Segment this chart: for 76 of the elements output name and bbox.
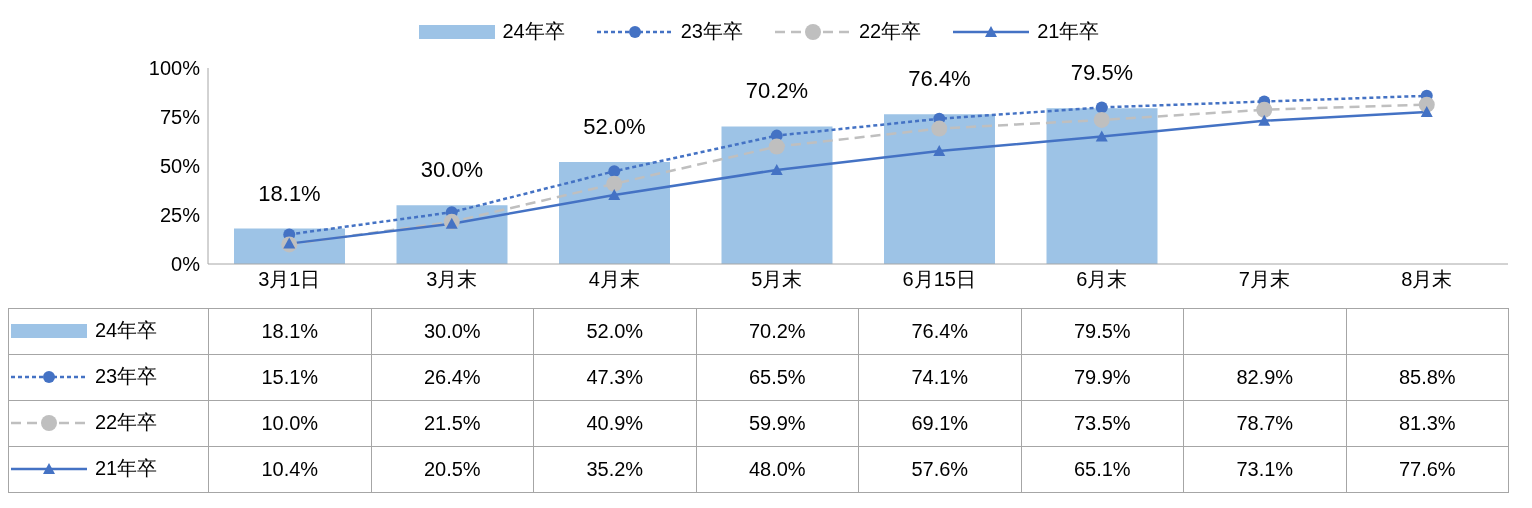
data-label: 52.0%	[533, 308, 696, 355]
point	[606, 175, 623, 192]
x-tick-label: 4月末	[588, 268, 640, 291]
point	[445, 217, 458, 229]
data-label: 69.1%	[858, 400, 1021, 447]
point	[1420, 105, 1433, 117]
data-label: 70.2%	[696, 308, 859, 355]
point	[931, 120, 948, 137]
text: 30.0%	[420, 157, 484, 183]
data-label: 78.7%	[1183, 400, 1346, 447]
data-label: 65.5%	[696, 354, 859, 401]
data-label: 18.1%	[208, 308, 371, 355]
data-label: 79.9%	[1021, 354, 1184, 401]
y-tick-label: 50%	[159, 155, 201, 178]
data-label: 81.3%	[1346, 400, 1509, 447]
data-label: 35.2%	[533, 446, 696, 493]
y-tick-label: 100%	[148, 57, 201, 80]
data-label: 40.9%	[533, 400, 696, 447]
bar	[884, 114, 995, 264]
text: 24年卒	[95, 319, 158, 342]
data-label: 10.4%	[208, 446, 371, 493]
point	[608, 189, 621, 201]
legend-label: 24年卒	[501, 19, 565, 44]
bar	[1046, 108, 1158, 264]
data-label: 59.9%	[696, 400, 859, 447]
point	[770, 163, 783, 175]
text: 23年卒	[95, 365, 158, 388]
data-label: 21.5%	[371, 400, 534, 447]
data-label: 26.4%	[371, 354, 534, 401]
data-label: 73.1%	[1183, 446, 1346, 493]
data-label: 65.1%	[1021, 446, 1184, 493]
data-label: 77.6%	[1346, 446, 1509, 493]
data-label: 76.4%	[858, 308, 1021, 355]
text: 76.4%	[908, 66, 971, 92]
legend-label: 22年卒	[858, 19, 922, 44]
x-tick-label: 5月末	[751, 268, 803, 291]
text: 22年卒	[95, 411, 158, 434]
bar	[559, 162, 670, 264]
text: 21年卒	[95, 457, 158, 480]
text: 52.0%	[583, 114, 646, 140]
bar	[721, 126, 833, 264]
y-tick-label: 0%	[171, 253, 201, 276]
x-tick-label: 8月末	[1401, 268, 1453, 291]
point	[1256, 101, 1273, 118]
data-label: 47.3%	[533, 354, 696, 401]
point	[1258, 114, 1271, 126]
point	[1095, 101, 1108, 114]
text: 70.2%	[745, 78, 809, 104]
point	[1095, 130, 1108, 142]
data-label: 30.0%	[371, 308, 534, 355]
data-label: 48.0%	[696, 446, 859, 493]
x-tick-label: 6月15日	[902, 268, 976, 291]
point	[283, 237, 296, 249]
x-tick-label: 7月末	[1238, 268, 1290, 291]
data-label: 79.5%	[1021, 308, 1184, 355]
x-tick-label: 3月末	[426, 268, 478, 291]
y-tick-label: 25%	[159, 204, 201, 227]
point	[933, 145, 946, 157]
data-label: 15.1%	[208, 354, 371, 401]
point	[768, 138, 785, 155]
x-tick-label: 3月1日	[258, 268, 321, 291]
data-label: 82.9%	[1183, 354, 1346, 401]
text: 79.5%	[1070, 60, 1134, 86]
legend-label: 23年卒	[679, 19, 743, 44]
data-label: 20.5%	[371, 446, 534, 493]
data-label: 57.6%	[858, 446, 1021, 493]
data-label: 10.0%	[208, 400, 371, 447]
data-label: 74.1%	[858, 354, 1021, 401]
point	[608, 165, 621, 178]
data-label: 73.5%	[1021, 400, 1184, 447]
text: 18.1%	[258, 180, 321, 206]
x-tick-label: 6月末	[1076, 268, 1128, 291]
legend-label: 21年卒	[1036, 19, 1100, 44]
data-label: 85.8%	[1346, 354, 1509, 401]
y-tick-label: 75%	[159, 106, 201, 129]
point	[1093, 111, 1110, 128]
